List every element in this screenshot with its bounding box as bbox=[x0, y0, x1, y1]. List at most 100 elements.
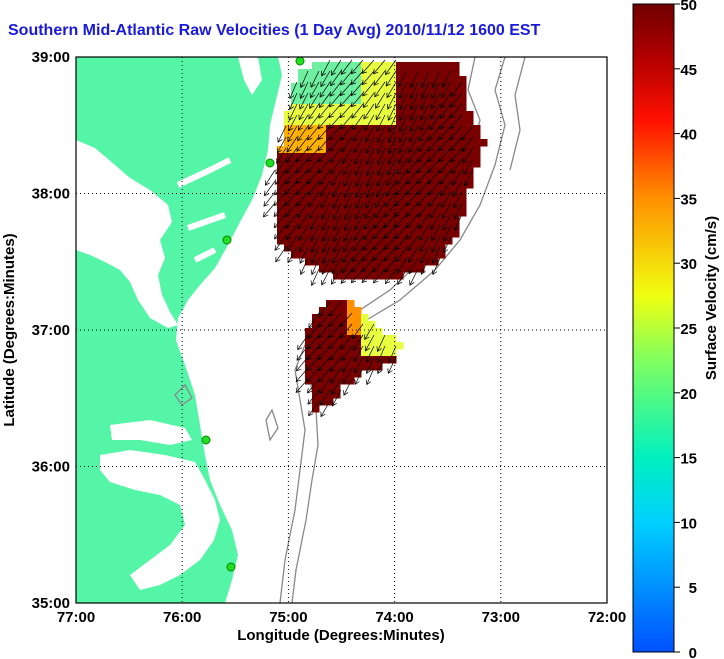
velocity-arrow bbox=[284, 169, 298, 185]
velocity-arrow bbox=[299, 81, 309, 99]
velocity-arrow bbox=[376, 147, 386, 166]
velocity-arrow bbox=[329, 147, 342, 163]
velocity-cell bbox=[305, 209, 313, 217]
velocity-cell bbox=[424, 111, 432, 119]
velocity-cell bbox=[319, 335, 327, 343]
velocity-cell bbox=[291, 244, 299, 252]
velocity-cell bbox=[368, 342, 376, 350]
velocity-cell bbox=[368, 321, 376, 329]
velocity-cell bbox=[284, 230, 292, 238]
velocity-cell bbox=[375, 244, 383, 252]
velocity-arrow bbox=[317, 147, 331, 163]
velocity-cell bbox=[347, 223, 355, 231]
velocity-cell bbox=[291, 111, 299, 119]
velocity-cell bbox=[326, 300, 334, 308]
velocity-arrow bbox=[340, 125, 353, 141]
velocity-cell bbox=[326, 265, 334, 273]
velocity-arrow bbox=[307, 114, 320, 130]
velocity-cell bbox=[459, 160, 467, 168]
velocity-cell bbox=[445, 132, 453, 140]
velocity-arrow bbox=[276, 147, 287, 164]
map-grid bbox=[76, 57, 607, 603]
velocity-cell bbox=[382, 160, 390, 168]
velocity-arrow bbox=[321, 235, 331, 254]
velocity-cell bbox=[319, 307, 327, 315]
velocity-arrow bbox=[428, 180, 441, 196]
velocity-cell bbox=[431, 202, 439, 210]
velocity-cell bbox=[312, 405, 320, 413]
velocity-cell bbox=[382, 83, 390, 91]
velocity-cell bbox=[305, 76, 313, 84]
velocity-arrow bbox=[442, 213, 452, 231]
velocity-cell bbox=[333, 265, 341, 273]
velocity-arrow bbox=[374, 202, 386, 219]
velocity-arrow bbox=[439, 169, 452, 185]
velocity-cell bbox=[347, 244, 355, 252]
velocity-cell bbox=[361, 97, 369, 105]
velocity-cell bbox=[382, 223, 390, 231]
velocity-arrow bbox=[462, 147, 474, 164]
velocity-cell bbox=[382, 188, 390, 196]
velocity-cell bbox=[333, 188, 341, 196]
velocity-cell bbox=[305, 335, 313, 343]
velocity-arrow bbox=[285, 147, 298, 164]
velocity-cell bbox=[340, 265, 348, 273]
velocity-cell bbox=[368, 90, 376, 98]
velocity-cell bbox=[284, 160, 292, 168]
velocity-cell bbox=[319, 174, 327, 182]
velocity-cell bbox=[319, 216, 327, 224]
velocity-arrow bbox=[376, 125, 386, 143]
velocity-cell bbox=[431, 251, 439, 259]
velocity-cell bbox=[389, 153, 397, 161]
velocity-arrow bbox=[299, 70, 309, 89]
velocity-arrow bbox=[431, 70, 441, 88]
velocity-arrow bbox=[427, 147, 441, 163]
velocity-arrow bbox=[350, 268, 364, 284]
velocity-cell bbox=[375, 342, 383, 350]
velocity-arrow bbox=[352, 235, 364, 252]
velocity-arrow bbox=[263, 202, 276, 218]
velocity-cell bbox=[424, 188, 432, 196]
velocity-cell bbox=[347, 272, 355, 280]
velocity-arrow bbox=[397, 70, 408, 88]
velocity-arrow bbox=[330, 367, 342, 384]
velocity-cell bbox=[396, 258, 404, 266]
velocity-cell bbox=[312, 244, 320, 252]
velocity-cell bbox=[431, 76, 439, 84]
velocity-cell bbox=[312, 188, 320, 196]
velocity-arrow bbox=[438, 125, 452, 141]
velocity-cell bbox=[375, 118, 383, 126]
velocity-cell bbox=[368, 251, 376, 259]
velocity-arrow bbox=[330, 158, 342, 175]
velocity-cell bbox=[375, 328, 383, 336]
velocity-cell bbox=[298, 118, 306, 126]
velocity-cell bbox=[326, 104, 334, 112]
velocity-cell bbox=[445, 216, 453, 224]
velocity-arrow bbox=[318, 312, 331, 328]
velocity-cell bbox=[396, 118, 404, 126]
velocity-cell bbox=[333, 195, 341, 203]
velocity-cell bbox=[382, 118, 390, 126]
velocity-cell bbox=[333, 349, 341, 357]
velocity-cell bbox=[438, 62, 446, 70]
velocity-arrow bbox=[398, 114, 408, 133]
velocity-cell bbox=[424, 160, 432, 168]
velocity-arrow bbox=[286, 235, 298, 252]
velocity-cell bbox=[361, 328, 369, 336]
velocity-cell bbox=[354, 97, 362, 105]
velocity-cell bbox=[347, 356, 355, 364]
velocity-cell bbox=[368, 188, 376, 196]
velocity-cell bbox=[473, 153, 481, 161]
velocity-cell bbox=[473, 160, 481, 168]
velocity-cell bbox=[277, 195, 285, 203]
velocity-arrow bbox=[295, 180, 309, 196]
velocity-arrow bbox=[317, 114, 331, 130]
velocity-cell bbox=[347, 188, 355, 196]
velocity-arrow bbox=[365, 147, 375, 166]
velocity-cell bbox=[340, 216, 348, 224]
velocity-cell bbox=[354, 342, 362, 350]
velocity-arrow bbox=[328, 312, 342, 328]
velocity-cell bbox=[368, 62, 376, 70]
velocity-cell bbox=[326, 314, 334, 322]
velocity-arrow bbox=[354, 213, 364, 231]
